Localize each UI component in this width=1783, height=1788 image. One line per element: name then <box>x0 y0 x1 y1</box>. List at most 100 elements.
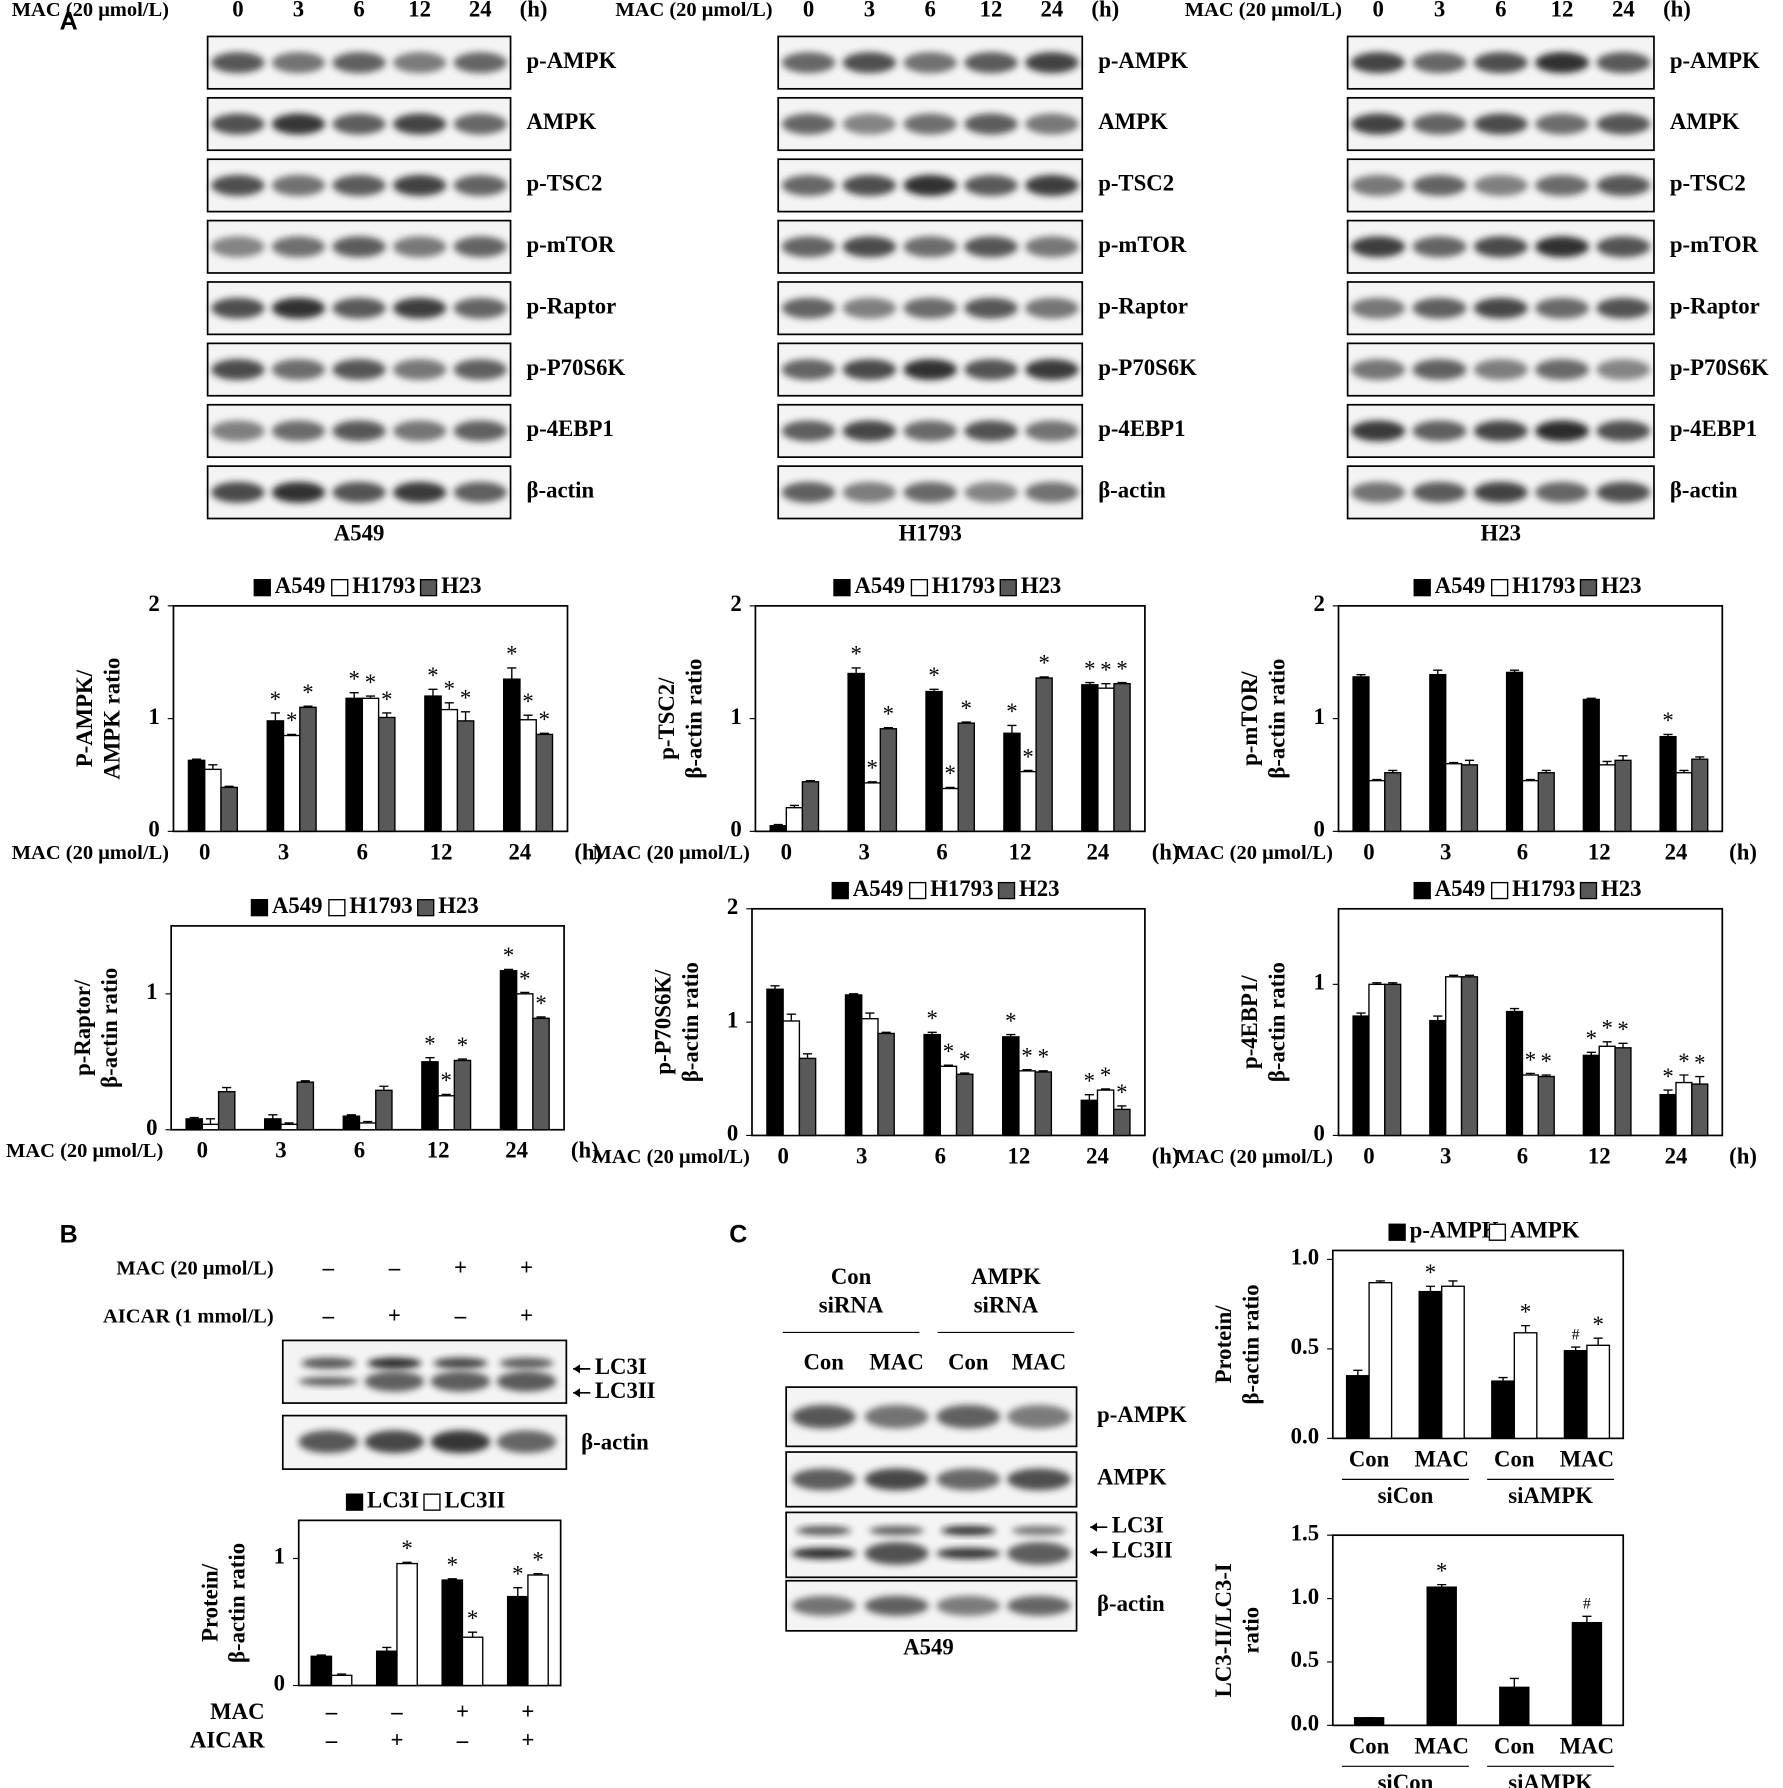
bar <box>801 781 820 833</box>
blot-band <box>393 236 447 258</box>
bar <box>1001 1036 1020 1137</box>
error-bar <box>1372 982 1382 985</box>
blot-band <box>1412 481 1467 503</box>
x-tick-label: 12 <box>430 839 453 864</box>
blot-band <box>211 236 265 258</box>
legend-swatch <box>1413 881 1431 900</box>
lane-label: Con <box>803 1350 844 1375</box>
blot-band <box>1535 113 1590 135</box>
x-tick-label: Con <box>1349 1733 1390 1758</box>
blot-band <box>211 481 265 503</box>
error-bar <box>268 1114 278 1119</box>
bar <box>375 1650 398 1687</box>
y-tick-label: 0.5 <box>1291 1647 1319 1672</box>
y-tick-label: 1 <box>1313 704 1324 729</box>
blot-band <box>453 52 507 74</box>
bar <box>1352 1015 1370 1137</box>
legend-swatch <box>909 881 927 900</box>
y-tick-label: 0 <box>1313 817 1324 842</box>
error-bar <box>1356 1012 1366 1017</box>
protein-label: p-mTOR <box>1098 232 1187 257</box>
blot-band <box>864 1542 929 1565</box>
blot-band <box>781 359 836 381</box>
blot-band <box>864 1468 929 1491</box>
significance-mark: * <box>1592 1312 1603 1337</box>
blot-band <box>211 297 265 319</box>
blot-band <box>936 1547 1001 1560</box>
error-bar <box>205 1118 216 1125</box>
significance-mark: * <box>1084 656 1095 681</box>
blot-band <box>1412 359 1467 381</box>
unit-label: (h) <box>520 0 548 22</box>
bar <box>461 1636 484 1687</box>
x-tick-label: 24 <box>1665 1143 1688 1168</box>
blot-band <box>964 420 1018 442</box>
legend-label: A549 <box>275 573 326 598</box>
significance-mark: * <box>447 1553 458 1578</box>
blot-band <box>781 297 836 319</box>
x-tick-label: 24 <box>1086 1143 1109 1168</box>
error-bar <box>802 1053 813 1059</box>
blot-band <box>1025 236 1079 258</box>
blot-band <box>393 297 447 319</box>
error-bar <box>789 804 799 808</box>
blot-band <box>271 481 326 503</box>
error-bar <box>379 1085 389 1091</box>
bar <box>1460 976 1479 1137</box>
blot-band <box>1535 174 1590 196</box>
blot-band <box>1007 1468 1071 1491</box>
bar <box>955 1073 974 1137</box>
x-tick-label: 24 <box>1087 839 1110 864</box>
bar <box>345 697 364 833</box>
legend-label: H1793 <box>932 573 995 598</box>
x-unit-label: (h) <box>1152 1143 1180 1168</box>
x-tick-label: Con <box>1494 1733 1535 1758</box>
protein-label: AMPK <box>1670 109 1740 134</box>
protein-label: β-actin <box>526 478 594 503</box>
error-bar <box>770 985 780 990</box>
protein-label: p-P70S6K <box>1670 355 1769 380</box>
error-bar <box>1433 1015 1443 1021</box>
bar <box>879 728 898 833</box>
error-bar <box>468 1631 478 1638</box>
bar <box>1582 1054 1600 1137</box>
plot-frame <box>1331 1249 1625 1440</box>
bar <box>187 759 206 833</box>
arrow-head <box>1090 1547 1098 1557</box>
condition-label: MAC (20 μmol/L) <box>116 1258 273 1280</box>
significance-mark: * <box>1116 1080 1127 1105</box>
bar <box>1429 673 1447 833</box>
blot-band <box>1412 420 1467 442</box>
error-bar <box>1433 669 1443 675</box>
lane-label: 0 <box>232 0 243 22</box>
bar <box>1418 1290 1443 1440</box>
cell-line-label: H23 <box>1481 520 1521 545</box>
significance-mark: * <box>506 642 517 667</box>
blot-band <box>1007 1404 1071 1429</box>
significance-mark: * <box>1038 651 1049 676</box>
blot-band <box>1025 481 1079 503</box>
blot-band <box>1412 297 1467 319</box>
blot-band <box>781 113 836 135</box>
blot-band <box>332 420 386 442</box>
error-bar <box>523 714 533 720</box>
blot-band <box>1473 113 1528 135</box>
blot-band <box>796 1526 852 1536</box>
legend-label: H23 <box>1019 876 1059 901</box>
significance-mark: * <box>348 667 359 692</box>
bar <box>863 782 881 833</box>
blot-band <box>791 1547 856 1560</box>
unit-label: (h) <box>1091 0 1119 22</box>
blot-band <box>496 1430 557 1454</box>
blot-band <box>211 113 265 135</box>
bar <box>282 734 301 833</box>
bar <box>798 1057 817 1137</box>
x-tick-label: 3 <box>278 839 289 864</box>
significance-mark: * <box>441 1068 452 1093</box>
legend-swatch <box>419 578 438 597</box>
significance-mark: * <box>460 686 471 711</box>
bar <box>299 706 317 833</box>
error-bar <box>786 1013 796 1021</box>
error-bar <box>337 1673 347 1676</box>
